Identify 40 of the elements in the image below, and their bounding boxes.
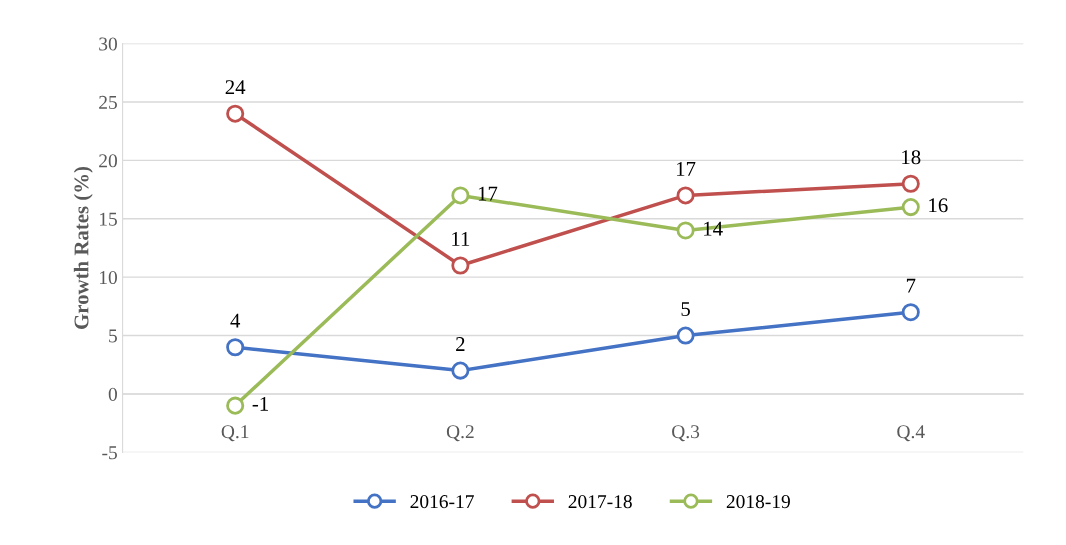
data-label: 7 <box>906 278 916 293</box>
point <box>451 186 470 205</box>
point <box>901 198 920 217</box>
y-tick-label: 25 <box>99 95 117 109</box>
y-tick-label: 10 <box>99 270 117 285</box>
point <box>451 256 470 275</box>
point <box>676 186 695 205</box>
y-tick-label: 15 <box>99 212 117 226</box>
point <box>226 338 245 357</box>
data-label: 14 <box>704 221 723 236</box>
y-tick-label: 5 <box>109 329 117 343</box>
data-label: -1 <box>252 396 268 411</box>
x-tick-label: Q.4 <box>897 425 925 442</box>
y-axis-title: Growth Rates (%) <box>73 166 93 329</box>
data-label: 17 <box>676 161 696 176</box>
point <box>451 361 470 380</box>
legend-label: 2017-18 <box>568 495 632 509</box>
data-label: 24 <box>225 80 246 94</box>
point <box>226 104 245 123</box>
data-label: 16 <box>929 198 948 213</box>
point <box>901 174 920 193</box>
point <box>676 326 695 345</box>
point <box>676 221 695 240</box>
x-tick-label: Q.2 <box>446 425 474 442</box>
x-tick-label: Q.3 <box>672 425 700 442</box>
legend-label: 2016-17 <box>410 495 474 509</box>
data-label: 2 <box>456 337 465 351</box>
data-label: 4 <box>230 313 241 328</box>
data-label: 11 <box>452 232 470 246</box>
data-label: 18 <box>902 150 921 165</box>
data-label: 17 <box>478 186 498 201</box>
y-tick-label: 30 <box>99 37 117 51</box>
y-tick-label: 20 <box>99 154 117 168</box>
legend-label: 2018-19 <box>726 495 790 509</box>
x-tick-label: Q.1 <box>221 425 249 442</box>
point <box>226 396 245 415</box>
point <box>901 303 920 322</box>
data-label: 5 <box>681 302 690 317</box>
y-tick-label: 0 <box>108 387 117 401</box>
y-tick-label: -5 <box>102 446 117 460</box>
